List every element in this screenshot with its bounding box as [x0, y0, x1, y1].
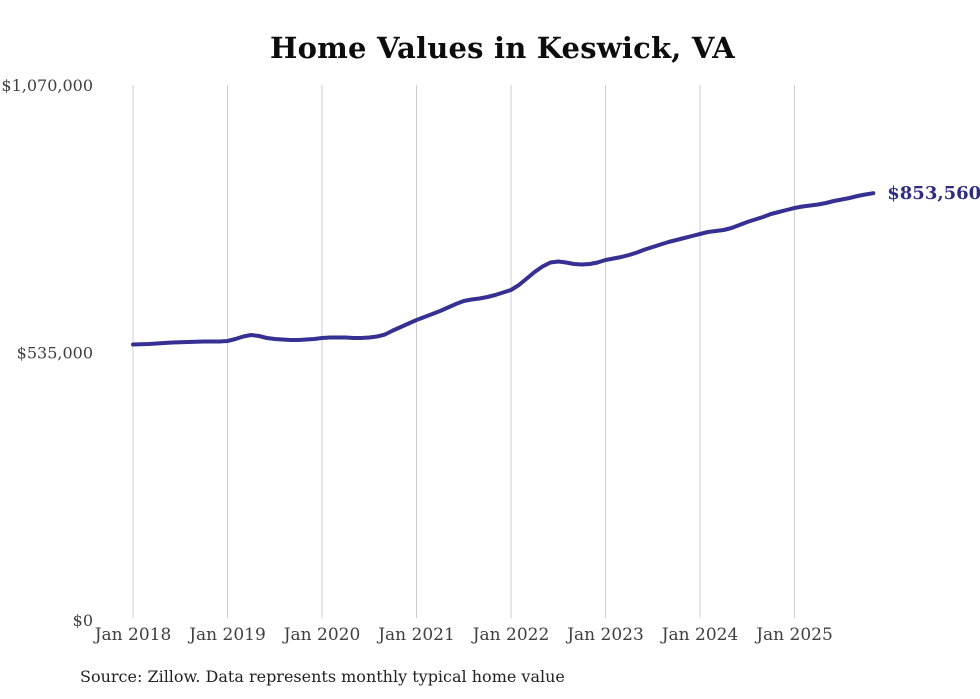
- x-axis-labels: Jan 2018 Jan 2019 Jan 2020 Jan 2021 Jan 2022…: [93, 625, 833, 645]
- chart-title: Home Values in Keswick, VA: [270, 31, 735, 65]
- x-tick-label: Jan 2025: [754, 625, 833, 645]
- y-axis-labels: $0 $535,000 $1,070,000: [1, 76, 93, 630]
- x-tick-label: Jan 2024: [660, 625, 739, 645]
- x-tick-label: Jan 2018: [93, 625, 172, 645]
- y-tick-label: $1,070,000: [1, 76, 93, 95]
- x-tick-label: Jan 2019: [187, 625, 266, 645]
- y-tick-label: $535,000: [17, 344, 93, 363]
- home-value-line: [131, 191, 876, 347]
- x-tick-label: Jan 2022: [471, 625, 550, 645]
- x-tick-label: Jan 2021: [376, 625, 455, 645]
- latest-value-label: $853,560: [887, 183, 980, 204]
- gridlines: [132, 85, 795, 618]
- y-tick-label: $0: [73, 611, 93, 630]
- x-tick-label: Jan 2020: [282, 625, 361, 645]
- source-note: Source: Zillow. Data represents monthly …: [80, 667, 565, 686]
- x-tick-label: Jan 2023: [565, 625, 644, 645]
